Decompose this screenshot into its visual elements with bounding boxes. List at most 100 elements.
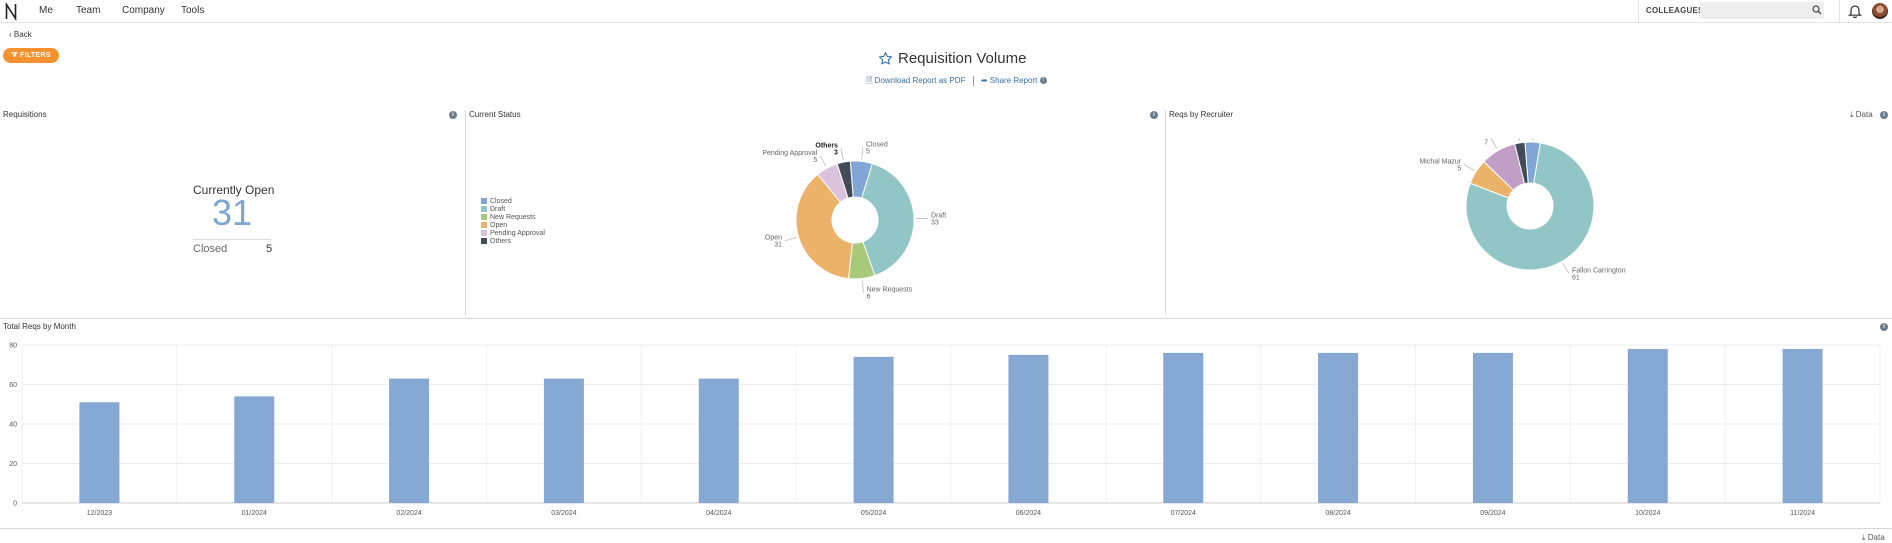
status-slice-5[interactable] (836, 160, 854, 199)
status-slice-1[interactable] (861, 162, 915, 277)
y-tick-label-1: 20 (9, 461, 17, 468)
status-value-3: 31 (774, 242, 782, 249)
recruiter-value-3: 7 (1484, 139, 1488, 146)
status-legend-item-0[interactable]: Closed (481, 197, 545, 205)
status-legend-swatch-5 (481, 238, 487, 244)
filter-icon: ⧩ (11, 52, 18, 59)
monthly-title: Total Reqs by Month (3, 322, 76, 331)
nav-item-tools[interactable]: Tools (181, 5, 205, 16)
status-legend-swatch-3 (481, 222, 487, 228)
y-tick-label-4: 80 (9, 343, 17, 350)
recruiter-value-1: 61 (1572, 275, 1580, 282)
monthly-data-link[interactable]: ⤓ Data (1862, 533, 1885, 543)
status-label-line-3 (784, 236, 797, 242)
y-tick-label-3: 60 (9, 382, 17, 389)
bar-9[interactable] (1472, 352, 1513, 503)
status-value-0: 5 (866, 148, 870, 155)
status-label-4: Pending Approval (762, 150, 817, 157)
bar-3[interactable] (543, 378, 584, 503)
avatar[interactable] (1872, 3, 1888, 19)
requisitions-info-icon[interactable]: i (449, 111, 457, 119)
x-tick-label-2: 02/2024 (396, 510, 421, 517)
recruiter-slice-1[interactable] (1465, 142, 1595, 271)
status-legend-item-3[interactable]: Open (481, 221, 545, 229)
status-legend-label-3: Open (490, 221, 508, 229)
bar-5[interactable] (853, 356, 894, 503)
panel-divider (465, 110, 466, 315)
status-label-0: Closed (866, 141, 888, 148)
bar-0[interactable] (79, 402, 120, 503)
x-tick-label-0: 12/2023 (87, 510, 112, 517)
status-legend-item-2[interactable]: New Requests (481, 213, 545, 221)
current-status-info-icon[interactable]: i (1150, 111, 1158, 119)
x-tick-label-6: 06/2024 (1016, 510, 1041, 517)
recruiter-label-3: Sarah Abrams (1444, 138, 1489, 139)
recruiter-label-line-3 (1490, 138, 1498, 150)
status-label-3: Open (765, 235, 782, 242)
nav-item-me[interactable]: Me (39, 5, 53, 16)
info-icon[interactable]: i (1039, 77, 1047, 85)
x-tick-label-10: 10/2024 (1635, 510, 1660, 517)
search-input[interactable] (1700, 2, 1824, 19)
bar-2[interactable] (389, 378, 430, 503)
current-status-title: Current Status (469, 110, 521, 119)
share-report-link[interactable]: ➦ Share Report (981, 76, 1038, 85)
status-label-line-5 (840, 148, 844, 161)
share-report-label: Share Report (989, 76, 1038, 85)
star-icon[interactable] (878, 51, 893, 66)
status-legend-swatch-1 (481, 206, 487, 212)
status-legend-label-5: Others (490, 237, 512, 245)
status-legend: Closed Draft New Requests Open Pending Appro… (481, 197, 545, 245)
monthly-info-icon[interactable]: i (1880, 323, 1888, 331)
back-link[interactable]: ‹ Back (9, 30, 32, 39)
monthly-data-label: Data (1867, 533, 1885, 542)
panel-divider-2 (1165, 110, 1166, 315)
download-pdf-link[interactable]: 🗎 Download Report as PDF (866, 76, 965, 85)
x-tick-label-8: 08/2024 (1325, 510, 1350, 517)
recruiter-data-link[interactable]: ⤓ Data (1850, 110, 1873, 120)
status-value-5: 3 (834, 149, 838, 156)
status-label-line-0 (861, 147, 864, 160)
nav-divider (1638, 0, 1639, 23)
x-tick-label-3: 03/2024 (551, 510, 576, 517)
recruiter-info-icon[interactable]: i (1880, 111, 1888, 119)
recruiter-label-line-4 (1518, 138, 1520, 141)
requisitions-title: Requisitions (3, 110, 47, 119)
bar-6[interactable] (1008, 354, 1049, 503)
status-legend-item-5[interactable]: Others (481, 237, 545, 245)
monthly-bar-chart: 0 20 40 60 80 12/2023 01/2024 02/2024 03/2024 04/… (9, 343, 1881, 517)
reqs-by-recruiter-title: Reqs by Recruiter (1169, 110, 1234, 119)
bar-8[interactable] (1318, 352, 1359, 503)
download-icon-2: ⤓ (1862, 533, 1866, 542)
search-icon[interactable] (1812, 5, 1822, 15)
logo-icon[interactable] (5, 2, 17, 21)
nav-item-company[interactable]: Company (122, 5, 165, 16)
download-pdf-label: Download Report as PDF (874, 76, 966, 85)
download-icon: ⤓ (1850, 110, 1854, 119)
x-tick-label-7: 07/2024 (1171, 510, 1196, 517)
bar-1[interactable] (234, 396, 275, 503)
bottom-divider (0, 528, 1892, 529)
nav-item-team[interactable]: Team (76, 5, 101, 16)
top-nav: Me Team Company Tools COLLEAGUES ▾ (0, 0, 1892, 23)
recruiter-slice-4[interactable] (1514, 141, 1529, 185)
bell-icon[interactable] (1848, 4, 1862, 18)
kpi-divider (193, 239, 271, 240)
status-label-line-4 (819, 155, 827, 167)
filters-button[interactable]: ⧩ FILTERS (3, 48, 59, 63)
recruiter-data-label: Data (1855, 110, 1873, 119)
status-label-line-2 (861, 280, 864, 293)
status-legend-label-1: Draft (490, 205, 506, 213)
status-legend-item-1[interactable]: Draft (481, 205, 545, 213)
bar-4[interactable] (698, 378, 739, 503)
bar-7[interactable] (1163, 352, 1204, 503)
status-legend-item-4[interactable]: Pending Approval (481, 229, 545, 237)
x-tick-label-4: 04/2024 (706, 510, 731, 517)
bar-11[interactable] (1782, 348, 1823, 503)
status-label-2: New Requests (867, 286, 913, 293)
status-value-2: 6 (867, 293, 871, 300)
bar-10[interactable] (1627, 348, 1668, 503)
status-label-5: Others (815, 142, 838, 149)
